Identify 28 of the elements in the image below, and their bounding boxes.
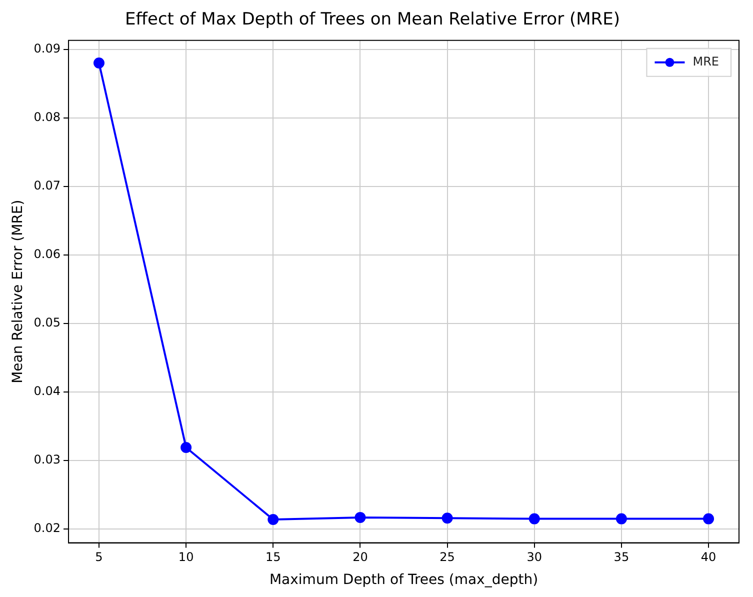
- y-tick-label: 0.09: [34, 41, 61, 56]
- y-tick-label: 0.04: [34, 384, 61, 398]
- point: [528, 513, 540, 524]
- point: [180, 442, 192, 454]
- y-axis-title: Mean Relative Error (MRE): [10, 200, 26, 384]
- point: [354, 512, 366, 523]
- y-tick-label: 0.05: [34, 316, 61, 330]
- y-tick-label: 0.07: [34, 178, 61, 193]
- point: [616, 513, 627, 524]
- y-tick-label: 0.02: [34, 521, 61, 536]
- y-tick-label: 0.08: [34, 110, 61, 124]
- x-tick-label: 35: [614, 550, 630, 564]
- x-tick-label: 5: [95, 550, 103, 564]
- point: [442, 512, 453, 524]
- x-tick-label: 30: [526, 550, 542, 564]
- point: [703, 513, 714, 524]
- x-tick-label: 20: [352, 550, 368, 564]
- x-axis-title: Maximum Depth of Trees (max_depth): [269, 572, 538, 588]
- y-tick-label: 0.03: [34, 452, 61, 467]
- x-tick-label: 10: [178, 550, 194, 564]
- x-tick-label: 40: [700, 550, 716, 564]
- x-tick-label: 25: [440, 550, 455, 564]
- point: [268, 514, 279, 525]
- x-tick-label: 15: [266, 550, 281, 564]
- legend-label: MRE: [692, 54, 720, 69]
- y-tick-label: 0.06: [34, 247, 61, 262]
- chart-title: Effect of Max Depth of Trees on Mean Relative Error (MRE): [125, 10, 620, 30]
- point: [93, 58, 104, 69]
